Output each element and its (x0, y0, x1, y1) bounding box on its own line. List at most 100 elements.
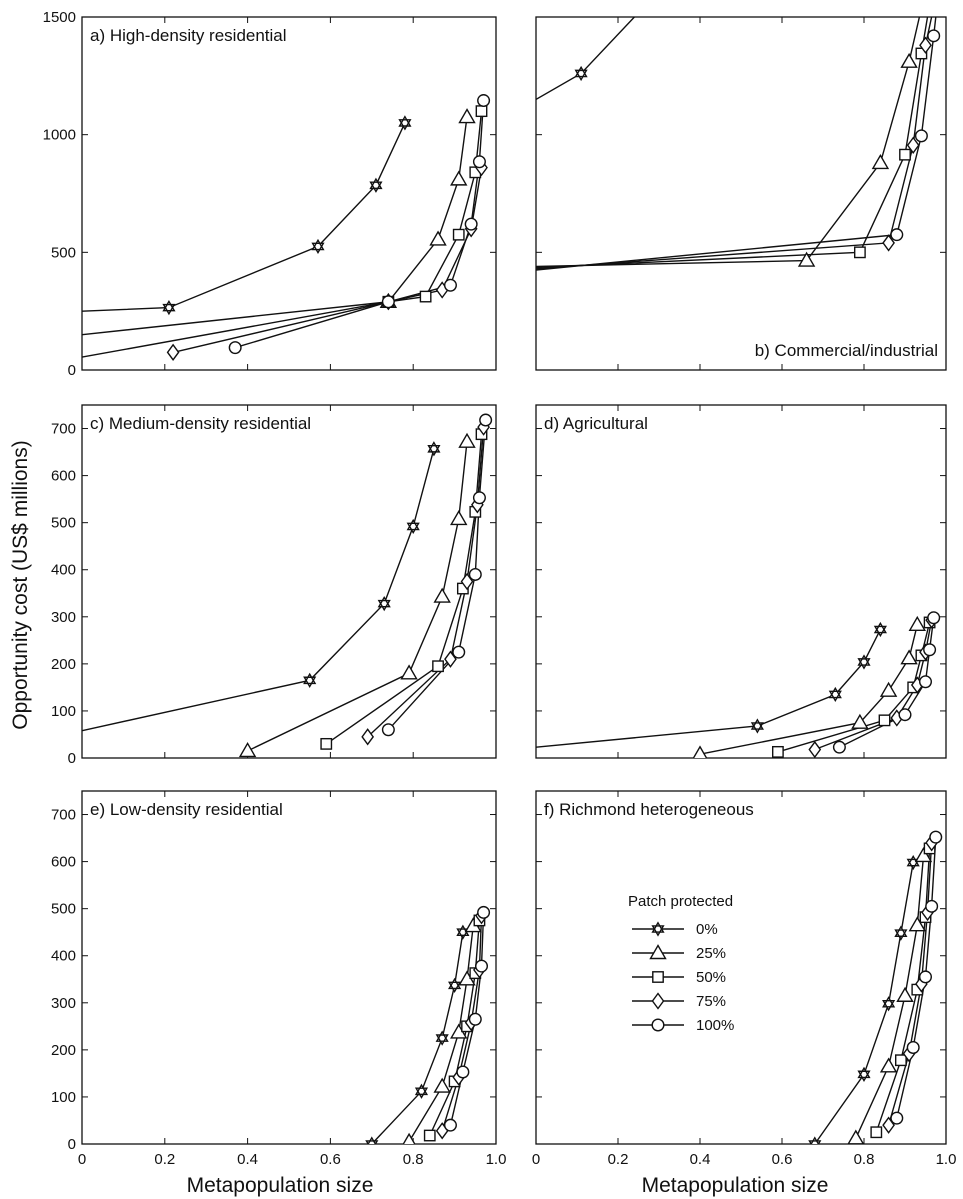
x-tick-label: 0.4 (690, 1151, 711, 1168)
data-point-0pct (303, 672, 317, 688)
series-line-100pct (536, 17, 937, 271)
data-point-50pct (419, 290, 432, 303)
data-point-100pct (898, 708, 912, 722)
data-point-100pct (443, 1118, 457, 1132)
x-tick-label: 0.4 (237, 1151, 258, 1168)
data-point-100pct (475, 959, 489, 973)
y-tick-label: 300 (51, 995, 76, 1012)
data-point-75pct (166, 343, 180, 362)
data-point-100pct (890, 1111, 904, 1125)
data-point-0pct (435, 1030, 449, 1046)
data-point-0pct (406, 518, 420, 535)
data-point-100pct (456, 1065, 470, 1079)
data-point-100pct (914, 129, 928, 143)
data-point-100pct (919, 970, 933, 984)
series-line-100pct (234, 100, 485, 349)
data-point-50pct (320, 737, 333, 750)
y-tick-label: 600 (51, 468, 76, 485)
data-point-50pct (854, 246, 866, 259)
data-point-100pct (472, 155, 486, 169)
data-point-0pct (750, 718, 764, 734)
series-line-75pct (536, 17, 933, 270)
series-line-0pct (536, 17, 635, 101)
chart-panel-6: 0 0.2 0.4 0.6 0.8 1.0 f) Richmond heterogeneou… (532, 790, 956, 1168)
data-point-100pct (906, 1041, 920, 1055)
data-point-100pct (477, 94, 491, 108)
data-point-25pct (450, 170, 468, 186)
data-point-25pct (879, 681, 898, 697)
series-line-50pct (777, 622, 931, 753)
plot-frame (81, 16, 497, 371)
series-line-0pct (814, 862, 914, 1144)
data-point-50pct (452, 228, 465, 241)
x-tick-label: 1.0 (486, 1151, 507, 1168)
data-point-100pct (468, 567, 482, 581)
legend-marker-circle (651, 1018, 665, 1032)
plot-frame (535, 790, 947, 1145)
legend-label: 100% (696, 1017, 734, 1034)
legend-marker-diamond (651, 992, 665, 1010)
y-tick-label: 1500 (43, 9, 76, 26)
data-point-100pct (381, 295, 395, 309)
data-point-0pct (828, 686, 842, 703)
data-point-100pct (927, 611, 941, 625)
data-point-0pct (808, 1136, 822, 1144)
data-point-100pct (472, 491, 486, 505)
plot-area (82, 94, 491, 362)
data-point-50pct (475, 105, 488, 118)
y-tick-label: 200 (51, 1042, 76, 1059)
y-tick-label: 300 (51, 609, 76, 626)
data-point-50pct (423, 1129, 436, 1142)
plot-area (365, 905, 491, 1144)
legend-label: 75% (696, 993, 726, 1010)
panel-title: f) Richmond heterogeneous (544, 800, 754, 819)
series-line-0pct (82, 122, 406, 312)
x-tick-label: 0.6 (320, 1151, 341, 1168)
data-point-100pct (464, 217, 478, 231)
data-point-0pct (365, 1136, 379, 1144)
data-point-25pct (896, 986, 914, 1002)
legend: Patch protected 0% 25% 50% 75% 100% (628, 893, 734, 1034)
data-point-100pct (919, 675, 933, 689)
data-point-25pct (692, 745, 708, 758)
data-point-75pct (906, 136, 920, 154)
x-axis-label-left: Metapopulation size (187, 1174, 374, 1197)
data-point-50pct (772, 745, 784, 758)
y-tick-label: 500 (51, 515, 76, 532)
data-point-0pct (906, 854, 920, 871)
x-tick-label: 0.2 (608, 1151, 629, 1168)
data-point-0pct (448, 977, 462, 993)
y-tick-label: 1000 (43, 127, 76, 144)
series-line-50pct (82, 111, 483, 358)
series-line-25pct (536, 17, 921, 268)
chart-panel-5: 0 100 200 300 400 500 600 700 0 0.2 0.4 0.6 0.8 1.0 e)… (51, 790, 507, 1168)
data-point-25pct (400, 664, 418, 680)
data-point-100pct (927, 29, 941, 43)
x-axis-label-right: Metapopulation size (642, 1174, 829, 1197)
data-point-0pct (873, 621, 887, 638)
x-tick-label: 0.2 (154, 1151, 175, 1168)
data-point-25pct (871, 154, 890, 170)
data-point-100pct (381, 723, 395, 737)
plot-frame (81, 790, 497, 1145)
y-tick-label: 700 (51, 421, 76, 438)
x-tick-label: 0.8 (854, 1151, 875, 1168)
data-point-25pct (797, 251, 816, 267)
x-tick-label: 0 (78, 1151, 86, 1168)
chart-panel-4: d) Agricultural (535, 404, 947, 759)
series-line-0pct (371, 932, 464, 1144)
y-tick-label: 500 (51, 244, 76, 261)
y-axis-label: Opportunity cost (US$ millions) (9, 440, 32, 729)
legend-marker-triangle (649, 944, 667, 960)
data-point-0pct (882, 996, 896, 1012)
data-point-0pct (427, 441, 441, 457)
data-point-100pct (477, 905, 491, 919)
data-point-50pct (895, 1054, 907, 1067)
y-tick-label: 100 (51, 703, 76, 720)
series-line-50pct (536, 17, 929, 269)
y-tick-label: 600 (51, 854, 76, 871)
data-point-25pct (914, 847, 933, 863)
y-tick-label: 0 (68, 1136, 76, 1153)
data-point-100pct (228, 341, 242, 355)
series-line-25pct (82, 116, 468, 336)
